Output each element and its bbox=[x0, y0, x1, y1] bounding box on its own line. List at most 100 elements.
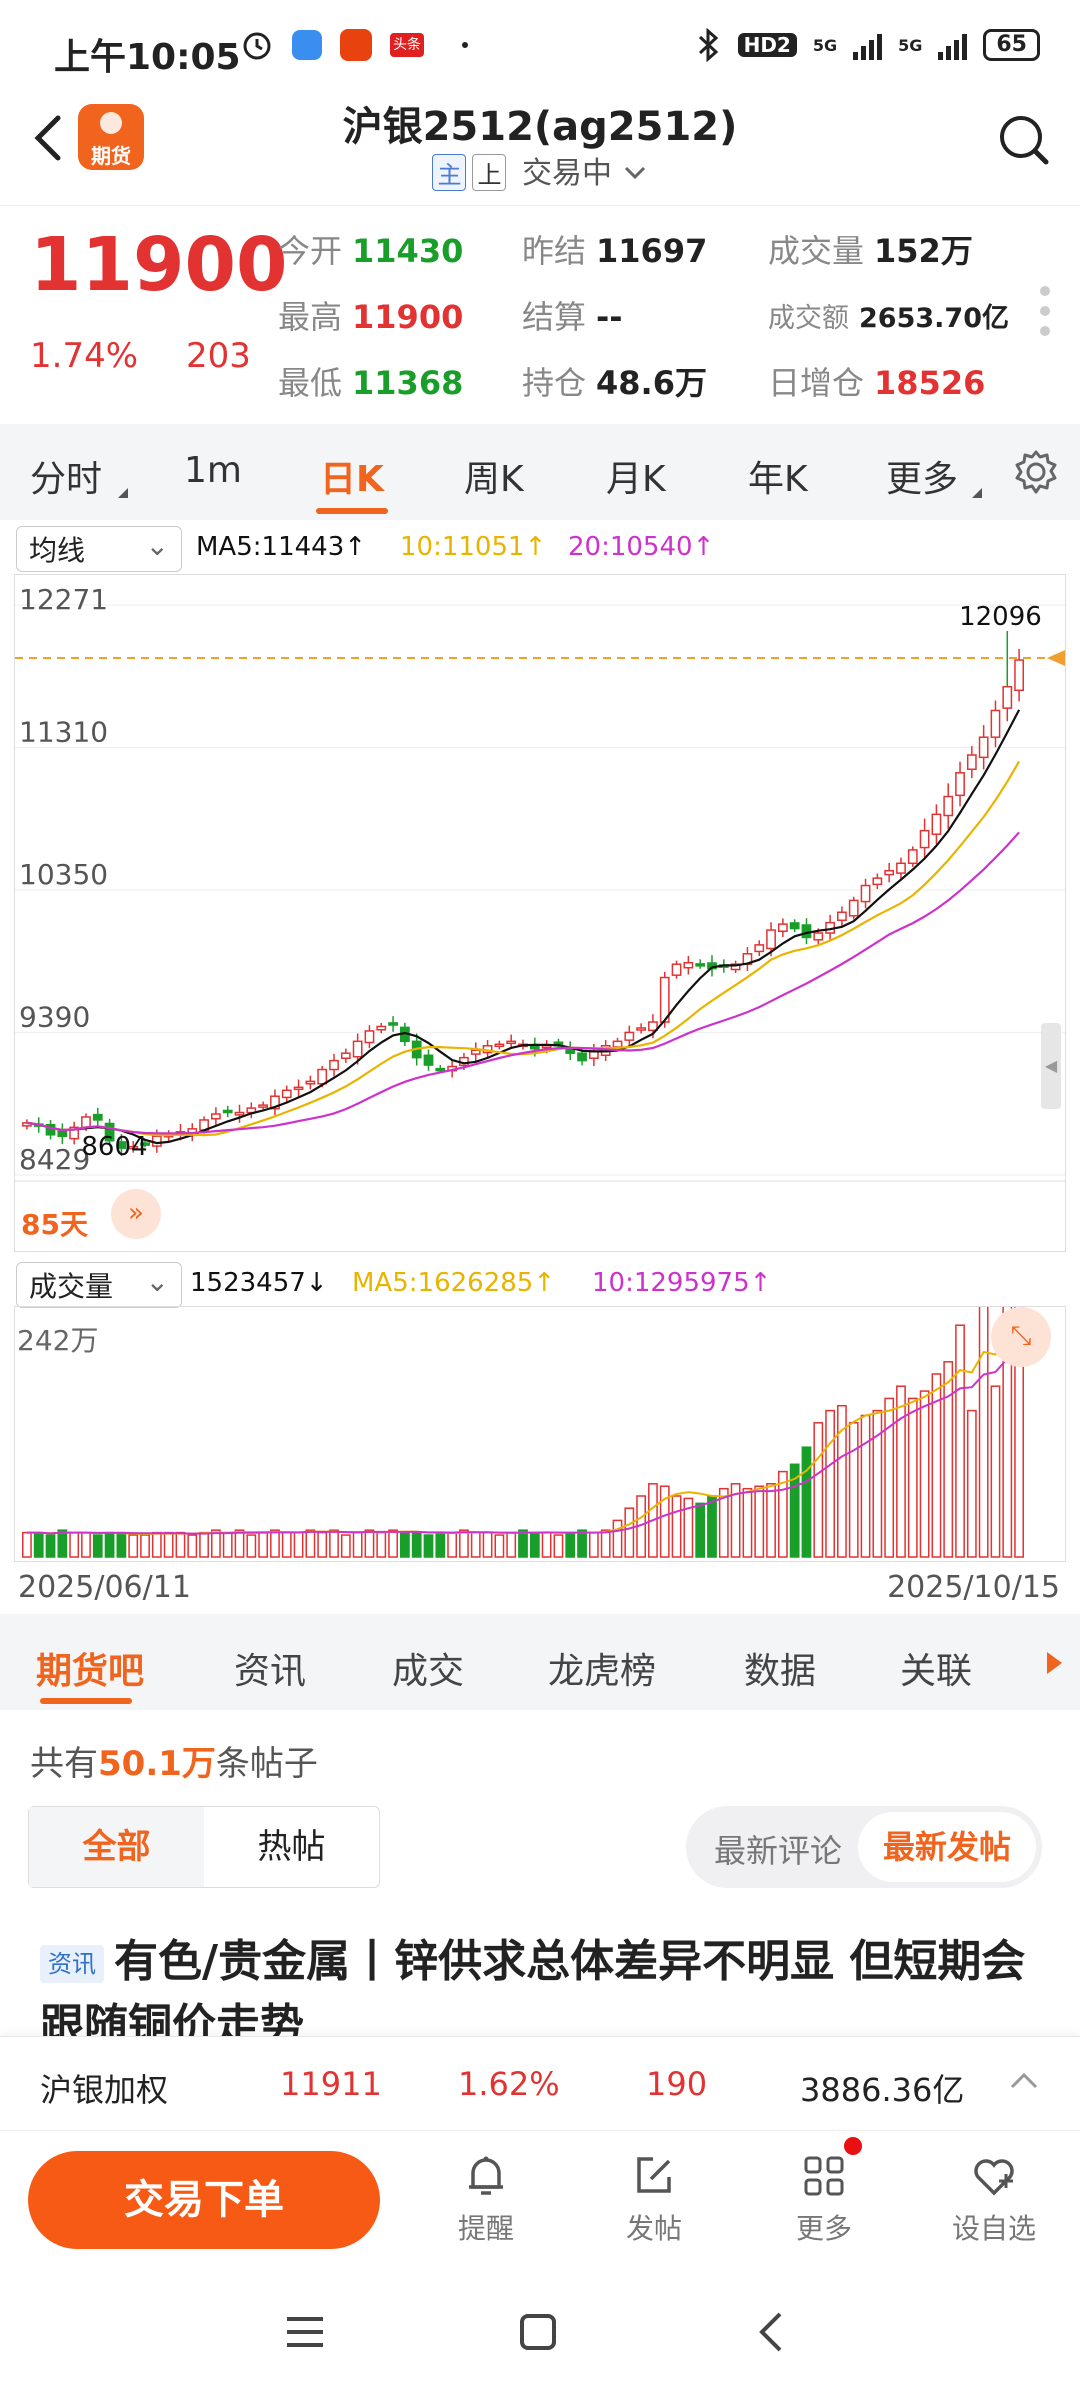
volume-bar bbox=[175, 1531, 186, 1558]
fullscreen-icon[interactable]: ⤡ bbox=[991, 1307, 1051, 1367]
volume-chart[interactable]: 242万 ⤡ bbox=[14, 1239, 1066, 1562]
signal-icon-2 bbox=[938, 30, 968, 60]
y-tick-label: 12271 bbox=[19, 583, 108, 616]
volume-ma10-line bbox=[26, 1343, 1020, 1535]
volume-bar bbox=[482, 1531, 493, 1558]
filter-all[interactable]: 全部 bbox=[29, 1807, 204, 1887]
alert-button[interactable]: 提醒 bbox=[426, 2151, 546, 2247]
sort-latest-post[interactable]: 最新发帖 bbox=[858, 1812, 1036, 1882]
indicator-select[interactable]: 均线 ⌄ bbox=[16, 526, 182, 572]
volume-bar bbox=[92, 1534, 103, 1558]
low-label: 8604 bbox=[81, 1132, 147, 1162]
candle-body bbox=[813, 932, 824, 941]
date-start: 2025/06/11 bbox=[18, 1570, 191, 1605]
tab-period-6[interactable]: 更多 bbox=[886, 459, 959, 500]
tab-period-0[interactable]: 分时 bbox=[30, 459, 103, 500]
candle-body bbox=[896, 862, 906, 874]
candle-body bbox=[577, 1052, 587, 1062]
volume-bar bbox=[789, 1463, 800, 1558]
volume-bar bbox=[340, 1534, 351, 1558]
chevron-up-icon[interactable] bbox=[1008, 2069, 1040, 2091]
chevron-down-icon: ⌄ bbox=[145, 529, 169, 562]
weighted-ticker[interactable]: 沪银加权 11911 1.62% 190 3886.36亿 bbox=[0, 2036, 1080, 2130]
candle-body bbox=[128, 1145, 139, 1150]
more-button[interactable]: 更多 bbox=[764, 2151, 884, 2247]
contract-subtitle[interactable]: 主上 交易中 bbox=[0, 148, 1080, 192]
heart-plus-icon bbox=[974, 2159, 1014, 2196]
tab-futures-bar[interactable]: 期货吧 bbox=[36, 1651, 145, 1692]
app-icon-taobao bbox=[340, 29, 372, 61]
candle-body bbox=[92, 1113, 103, 1121]
volume-bar bbox=[907, 1397, 918, 1558]
battery-icon: 65 bbox=[983, 29, 1040, 61]
collapse-handle[interactable]: ◀ bbox=[1041, 1023, 1061, 1109]
volume-bar bbox=[104, 1531, 115, 1558]
volume-bar bbox=[742, 1487, 753, 1558]
volume-bar bbox=[423, 1534, 434, 1558]
expand-arrows-icon[interactable]: » bbox=[111, 1189, 161, 1239]
volume-bar bbox=[943, 1361, 954, 1558]
system-nav-bar bbox=[0, 2270, 1080, 2400]
tab-period-4[interactable]: 月K bbox=[606, 459, 666, 500]
candle-body bbox=[695, 963, 706, 967]
tab-trades[interactable]: 成交 bbox=[392, 1651, 465, 1692]
tab-period-5[interactable]: 年K bbox=[748, 459, 808, 500]
volume-bar bbox=[671, 1495, 682, 1558]
kline-chart[interactable]: 12271 11310 10350 9390 8429 12096 8604 ◀ 85天 » bbox=[14, 574, 1066, 1252]
menu-icon[interactable] bbox=[284, 2314, 326, 2350]
volume-bar bbox=[777, 1470, 788, 1558]
change-percent: 1.74% bbox=[30, 336, 139, 376]
tab-news[interactable]: 资讯 bbox=[234, 1651, 307, 1692]
volume-bar bbox=[187, 1534, 198, 1558]
news-item[interactable]: 资讯 有色/贵金属丨锌供求总体差异不明显 但短期会跟随铜价走势 bbox=[40, 1930, 1050, 2040]
volume-bar bbox=[813, 1422, 824, 1558]
filter-hot[interactable]: 热帖 bbox=[257, 1827, 326, 1867]
candle-body bbox=[648, 1021, 658, 1032]
settle-field: 结算 -- bbox=[522, 298, 623, 336]
search-icon[interactable] bbox=[996, 112, 1052, 168]
add-watchlist-button[interactable]: 设自选 bbox=[934, 2151, 1054, 2247]
more-dots-icon[interactable] bbox=[1040, 286, 1050, 346]
volume-ymax-label: 242万 bbox=[17, 1324, 99, 1357]
ticker-turnover: 3886.36亿 bbox=[800, 2071, 965, 2109]
back-nav-icon[interactable] bbox=[756, 2310, 786, 2354]
candle-body bbox=[423, 1054, 434, 1066]
ma10-line bbox=[26, 760, 1021, 1137]
candle-body bbox=[966, 754, 977, 770]
active-tab-indicator bbox=[40, 1698, 132, 1704]
candle-body bbox=[1002, 685, 1013, 709]
ticker-name: 沪银加权 bbox=[40, 2071, 169, 2109]
trade-button[interactable]: 交易下单 bbox=[28, 2151, 380, 2249]
candle-body bbox=[683, 961, 694, 969]
post-filter: 全部 热帖 bbox=[28, 1806, 380, 1888]
volume-bar bbox=[848, 1422, 859, 1558]
candle-body bbox=[140, 1142, 150, 1146]
home-icon[interactable] bbox=[518, 2312, 558, 2352]
tab-dragon-tiger[interactable]: 龙虎榜 bbox=[548, 1651, 657, 1692]
back-icon[interactable] bbox=[24, 108, 72, 168]
action-bar: 交易下单 提醒 发帖 更多 设自选 bbox=[0, 2130, 1080, 2270]
volume-bar bbox=[246, 1534, 257, 1558]
volume-bar bbox=[45, 1534, 56, 1558]
tab-related[interactable]: 关联 bbox=[900, 1651, 973, 1692]
volume-bar bbox=[435, 1531, 446, 1558]
post-button[interactable]: 发帖 bbox=[594, 2151, 714, 2247]
tab-period-2[interactable]: 日K bbox=[320, 459, 384, 500]
candle-body bbox=[860, 884, 871, 903]
tab-data[interactable]: 数据 bbox=[744, 1651, 817, 1692]
change-value: 203 bbox=[186, 336, 251, 376]
tab-period-3[interactable]: 周K bbox=[464, 459, 524, 500]
gear-icon[interactable] bbox=[1010, 446, 1062, 498]
candle-body bbox=[376, 1025, 387, 1031]
active-tab-indicator bbox=[316, 508, 388, 514]
candle-body bbox=[281, 1089, 292, 1099]
arrow-right-icon[interactable] bbox=[1044, 1650, 1064, 1676]
volume-bar bbox=[222, 1531, 233, 1558]
tab-period-1[interactable]: 1m bbox=[184, 450, 242, 491]
sort-latest-comment[interactable]: 最新评论 bbox=[714, 1832, 843, 1870]
volume-indicator-select[interactable]: 成交量 ⌄ bbox=[16, 1262, 182, 1308]
volume-bar bbox=[872, 1409, 883, 1558]
volume-bar bbox=[990, 1385, 1001, 1558]
ma5-line bbox=[26, 709, 1021, 1145]
volume-bar bbox=[506, 1531, 517, 1558]
